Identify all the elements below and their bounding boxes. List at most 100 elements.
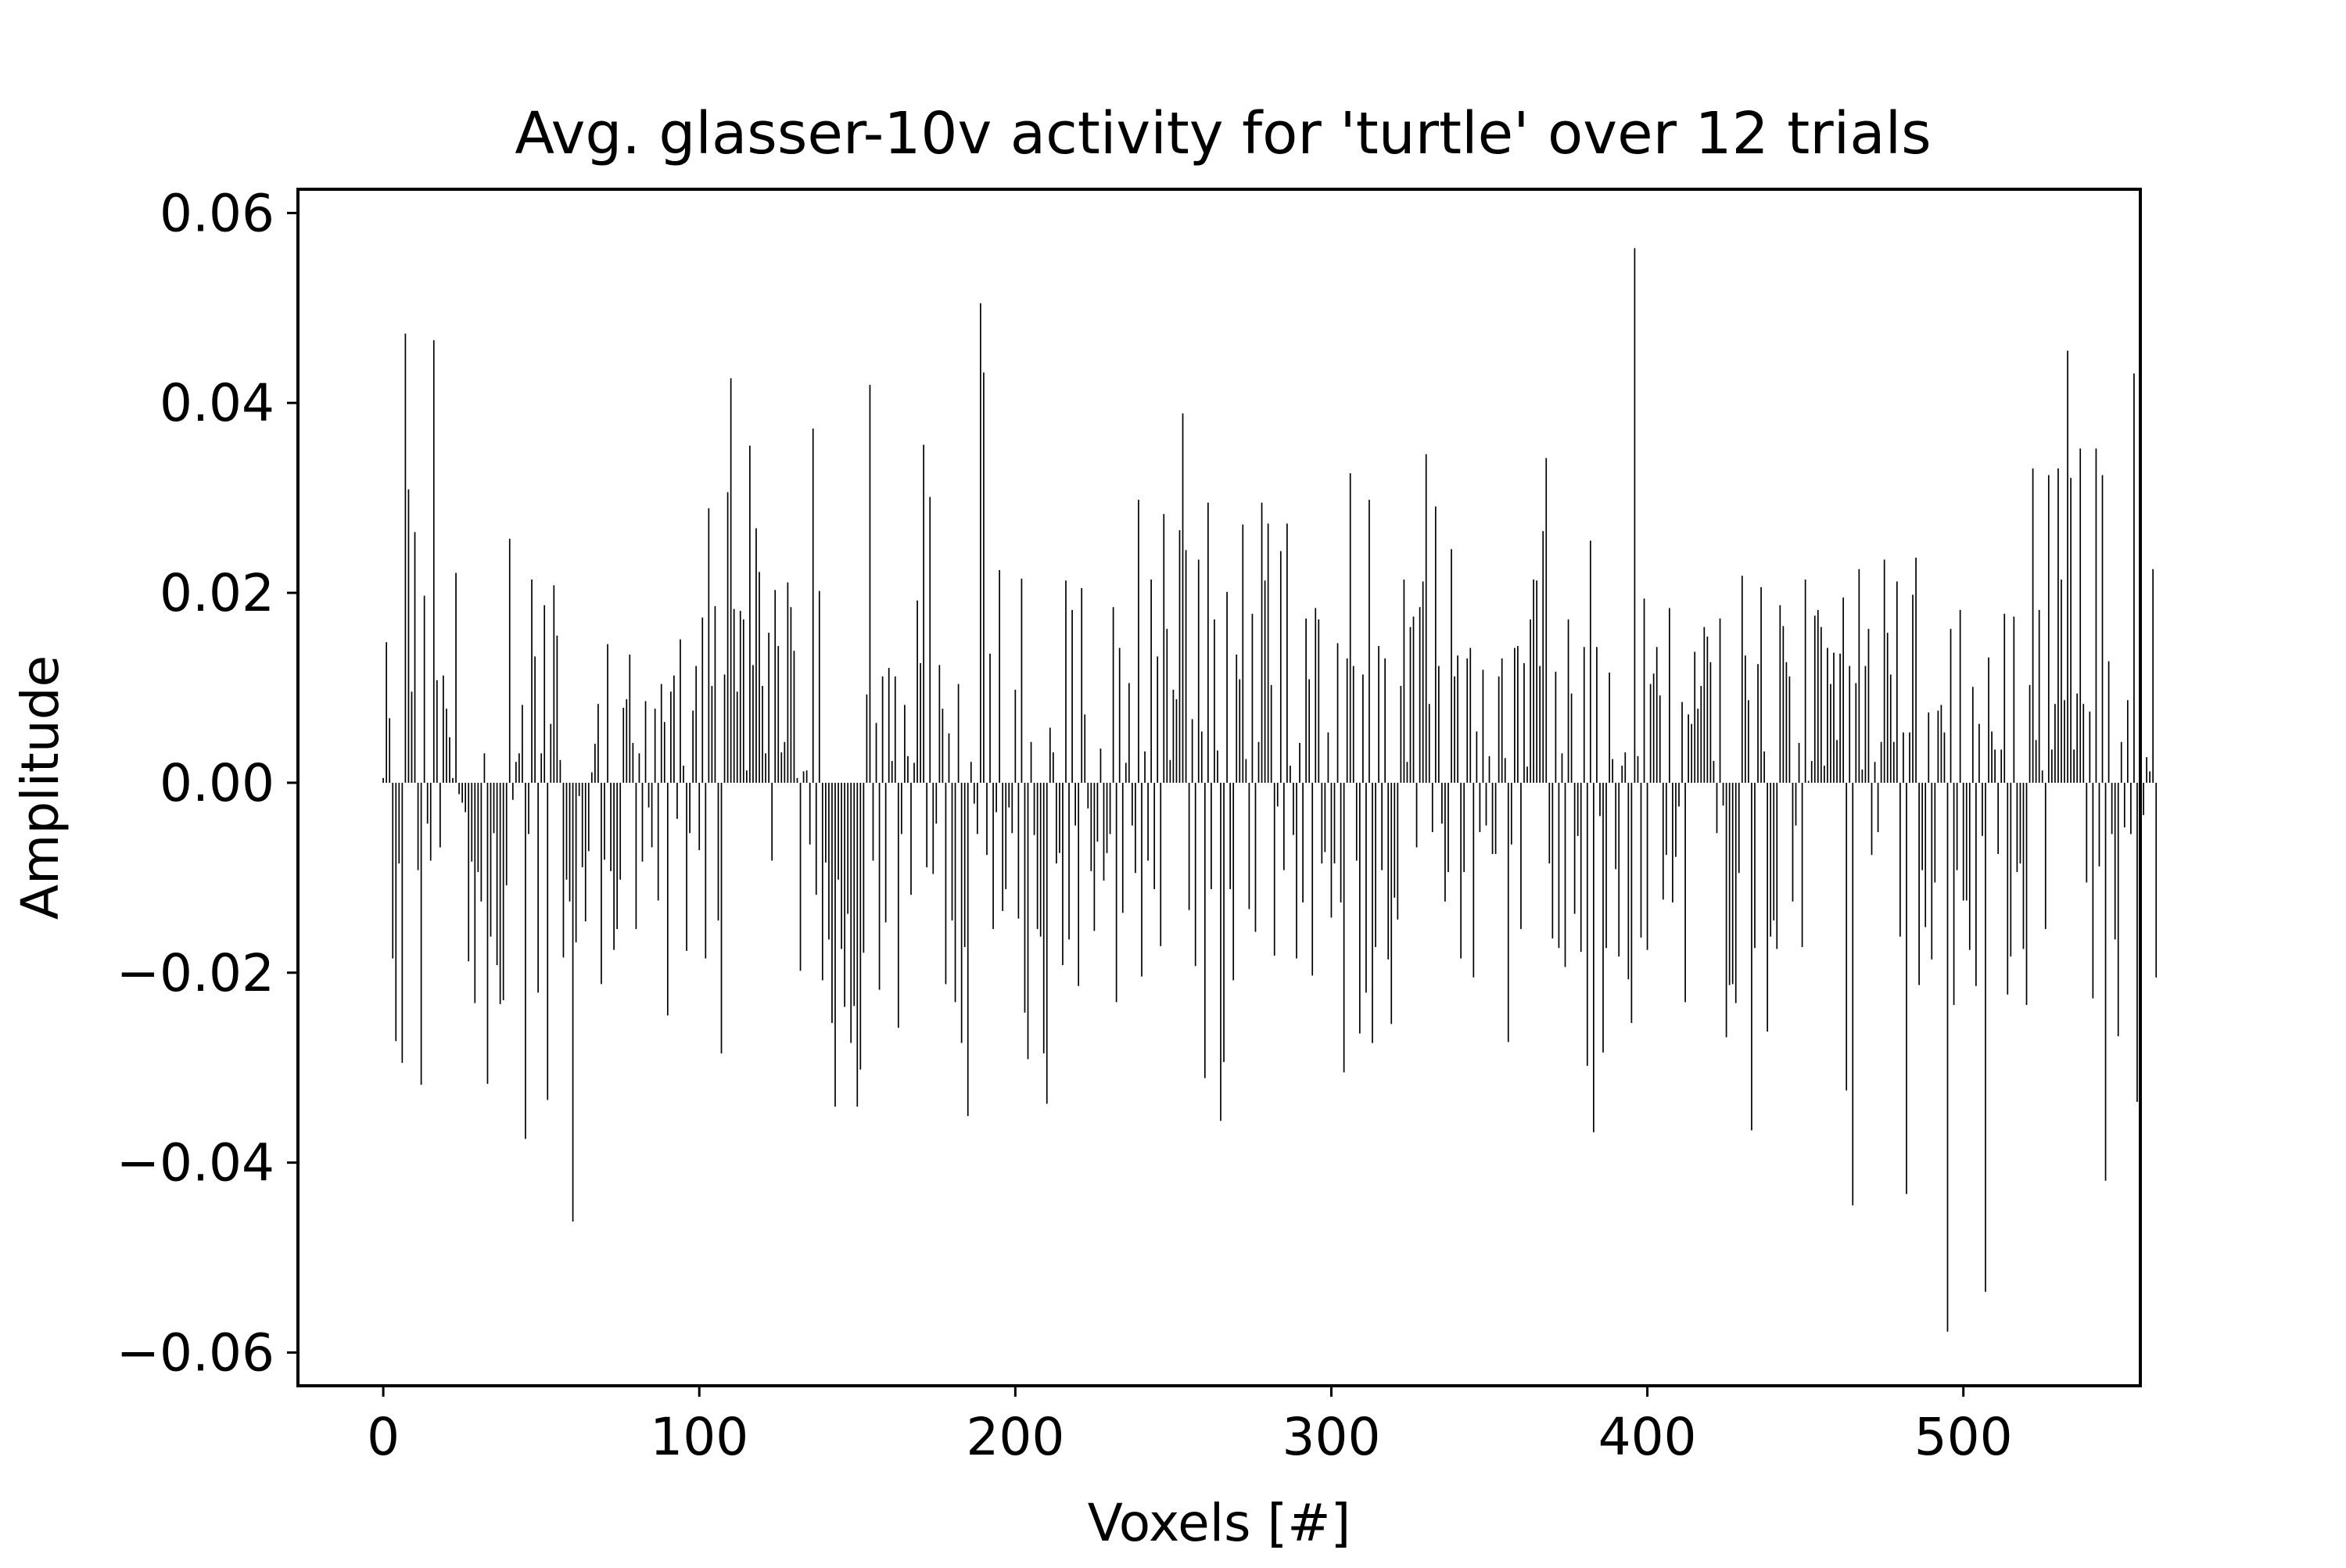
bar <box>1804 579 1806 783</box>
bar <box>423 595 425 783</box>
bar <box>1691 723 1693 783</box>
bar <box>1731 782 1734 985</box>
bar <box>2047 475 2050 783</box>
bar <box>1400 686 1402 783</box>
bar <box>446 709 447 783</box>
bar <box>597 704 599 783</box>
bar <box>1226 591 1228 783</box>
bar <box>1223 782 1225 1062</box>
bar <box>2120 741 2122 783</box>
y-axis: 0.06 0.04 0.02 0.00 −0.02 −0.04 −0.06 <box>117 183 298 1383</box>
bar <box>762 686 763 783</box>
bar <box>1665 782 1667 856</box>
x-tick-label: 500 <box>1914 1407 2013 1467</box>
bar <box>913 762 915 783</box>
bar <box>1959 609 1961 783</box>
bar <box>1504 758 1506 783</box>
bar <box>1968 782 1971 950</box>
bar <box>917 600 918 783</box>
bar <box>1810 761 1813 783</box>
bar <box>1807 780 1810 783</box>
bar <box>1982 782 1983 836</box>
bar <box>759 572 760 783</box>
bar <box>847 782 849 914</box>
bar <box>705 782 707 959</box>
bar <box>616 782 619 929</box>
bar <box>1422 581 1424 783</box>
bar <box>2003 613 2006 783</box>
bar <box>815 782 817 895</box>
bar <box>942 709 944 783</box>
bar <box>1580 782 1582 953</box>
bar <box>692 710 694 783</box>
bar <box>1466 658 1469 783</box>
bar <box>948 733 950 783</box>
bar <box>1748 700 1749 783</box>
bar <box>796 777 798 783</box>
bar <box>1375 782 1376 947</box>
bar <box>926 782 928 867</box>
bar <box>1716 782 1718 834</box>
bar <box>1874 762 1876 783</box>
bar <box>1634 248 1636 783</box>
bar <box>1599 782 1601 816</box>
bar <box>1813 615 1816 783</box>
bar <box>647 782 650 808</box>
bar <box>2143 782 2144 816</box>
bar <box>1734 782 1737 1003</box>
bar <box>1469 648 1472 783</box>
bar <box>1027 782 1029 1060</box>
bar <box>872 782 874 861</box>
bar <box>2149 771 2150 783</box>
chart-title: Avg. glasser-10v activity for 'turtle' o… <box>515 100 1931 167</box>
bar <box>1349 473 1351 783</box>
bar <box>1953 782 1955 1006</box>
bar <box>1062 782 1064 966</box>
bar <box>1358 782 1361 1034</box>
bar <box>863 782 865 953</box>
bar <box>695 666 698 783</box>
bar <box>1877 782 1879 833</box>
bar <box>1002 782 1004 911</box>
bar <box>553 585 555 783</box>
bar <box>1903 732 1904 783</box>
bar <box>1494 782 1497 854</box>
bar <box>676 782 678 820</box>
bar <box>1324 782 1326 852</box>
bar <box>973 782 975 804</box>
bar <box>856 782 859 1107</box>
bar <box>1293 782 1294 835</box>
bar <box>1880 741 1882 783</box>
bar <box>1652 673 1655 783</box>
bar <box>841 782 842 949</box>
bar <box>1788 676 1791 783</box>
bar <box>471 782 473 862</box>
bar <box>1612 759 1613 783</box>
bar <box>1203 782 1206 1078</box>
bar <box>1728 782 1731 985</box>
bar <box>2064 700 2065 783</box>
bar <box>1415 782 1418 848</box>
bar <box>935 782 938 824</box>
bar <box>923 444 924 783</box>
bar <box>1397 782 1399 920</box>
bar <box>1962 782 1964 901</box>
bar <box>417 782 419 870</box>
bar <box>904 705 906 783</box>
bar <box>1182 413 1184 783</box>
bar <box>1921 782 1924 870</box>
bar <box>1824 766 1825 783</box>
bar <box>1217 750 1218 783</box>
bar <box>1302 782 1304 902</box>
x-axis: 0 100 200 300 400 500 <box>367 1386 2013 1467</box>
bar <box>1618 782 1620 957</box>
bar <box>515 762 517 783</box>
bar <box>1121 782 1124 913</box>
bar <box>2104 782 2107 1181</box>
bar <box>1899 782 1901 937</box>
bar <box>1059 782 1060 853</box>
bar <box>730 378 732 783</box>
bar <box>784 741 786 783</box>
bar <box>465 782 467 813</box>
bar <box>1425 454 1427 783</box>
